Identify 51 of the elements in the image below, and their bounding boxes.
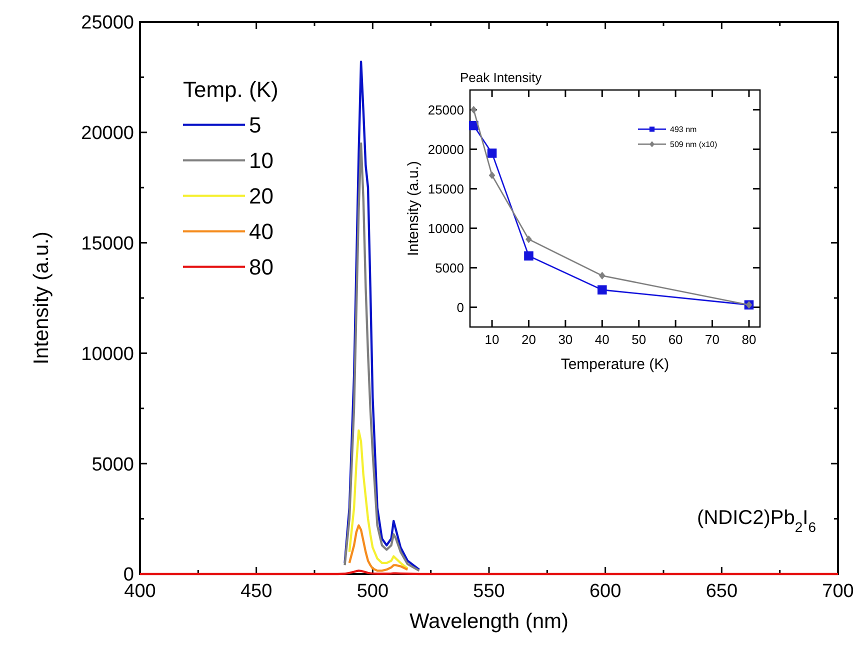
- y-axis-title: Intensity (a.u.): [30, 231, 53, 365]
- y-tick-label: 25000: [428, 102, 464, 118]
- legend-title: Temp. (K): [183, 77, 278, 102]
- legend-label: 20: [249, 184, 274, 208]
- x-tick-label: 550: [473, 581, 505, 602]
- legend-label: 509 nm (x10): [670, 140, 718, 149]
- y-tick-label: 15000: [428, 181, 464, 196]
- x-tick-label: 50: [632, 332, 646, 347]
- point: [526, 235, 532, 244]
- legend-label: 10: [249, 148, 274, 173]
- x-tick-label: 400: [124, 581, 156, 602]
- point: [524, 251, 534, 261]
- y-tick-label: 5000: [435, 260, 464, 276]
- point: [598, 285, 607, 295]
- x-tick-label: 30: [558, 332, 573, 347]
- x-tick-label: 650: [706, 581, 738, 602]
- x-axis-title: Wavelength (nm): [409, 610, 569, 633]
- point: [487, 148, 497, 158]
- x-tick-label: 500: [356, 581, 389, 602]
- x-tick-label: 600: [589, 581, 622, 602]
- y-tick-label: 25000: [81, 12, 134, 34]
- chart-title: Peak Intensity: [460, 70, 542, 85]
- x-tick-label: 70: [705, 332, 720, 347]
- line-series: [344, 60, 420, 571]
- annotation: (NDIC2)Pb$_{2}$I$_{6}$: [697, 507, 816, 535]
- y-tick-label: 0: [456, 300, 464, 315]
- legend-label: 40: [249, 219, 274, 244]
- x-axis-title: Temperature (K): [560, 356, 670, 373]
- legend-label: 5: [249, 112, 262, 138]
- y-tick-label: 10000: [81, 344, 134, 365]
- x-tick-label: 80: [742, 332, 756, 347]
- y-axis-title: Intensity (a.u.): [405, 160, 422, 256]
- point: [470, 106, 477, 114]
- y-tick-label: 5000: [92, 454, 134, 476]
- line-series: [348, 429, 409, 570]
- y-tick-label: 20000: [81, 123, 134, 144]
- line-series: [348, 524, 409, 572]
- line-series: [344, 142, 420, 572]
- legend-label: 493 nm: [670, 125, 698, 134]
- x-tick-label: 10: [484, 332, 500, 347]
- x-tick-label: 700: [822, 581, 854, 602]
- point: [598, 272, 606, 280]
- y-tick-label: 10000: [428, 220, 464, 236]
- legend-label: 80: [249, 254, 274, 280]
- x-tick-label: 60: [668, 332, 683, 347]
- y-tick-label: 15000: [81, 233, 134, 254]
- x-tick-label: 450: [240, 581, 272, 602]
- point: [488, 171, 496, 180]
- x-tick-label: 40: [594, 332, 610, 347]
- x-tick-label: 20: [522, 332, 536, 347]
- y-tick-label: 20000: [428, 142, 464, 157]
